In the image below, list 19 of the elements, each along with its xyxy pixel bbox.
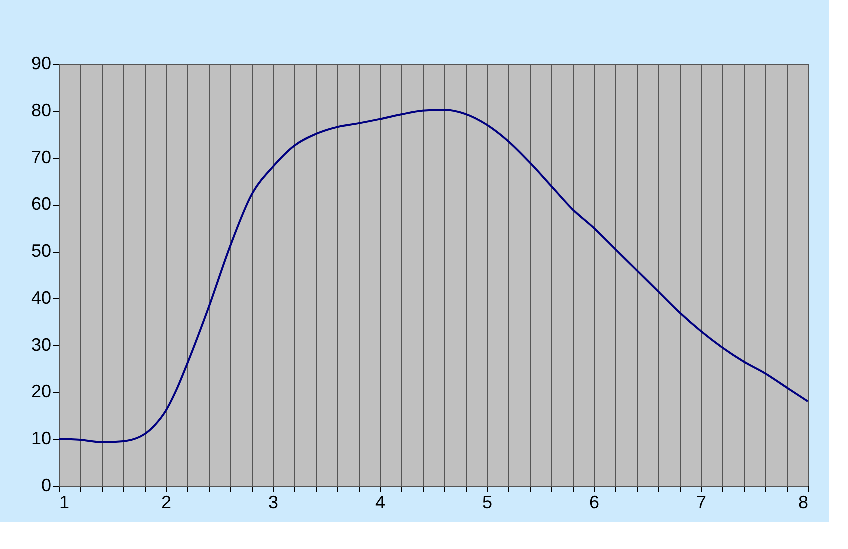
x-tick-label: 2	[161, 492, 172, 512]
x-tick-label: 3	[268, 492, 279, 512]
y-tick-label: 20	[31, 382, 52, 402]
x-tick-label: 5	[482, 492, 493, 512]
y-tick-label: 50	[31, 241, 52, 262]
y-tick-label: 70	[31, 147, 52, 168]
y-tick-label: 0	[41, 476, 52, 496]
x-tick-label: 6	[589, 492, 600, 512]
y-tick-label: 60	[31, 194, 52, 214]
x-tick-label: 7	[696, 492, 707, 512]
x-tick-label: 8	[798, 492, 808, 512]
y-tick-label: 10	[31, 428, 52, 449]
y-tick-label: 80	[31, 100, 52, 120]
x-tick-label: 1	[60, 492, 70, 512]
y-tick-label: 30	[31, 334, 52, 355]
x-tick-label: 4	[375, 492, 386, 512]
line-series	[58, 108, 809, 444]
y-tick-label: 40	[31, 288, 52, 308]
y-tick-label: 90	[31, 54, 52, 74]
